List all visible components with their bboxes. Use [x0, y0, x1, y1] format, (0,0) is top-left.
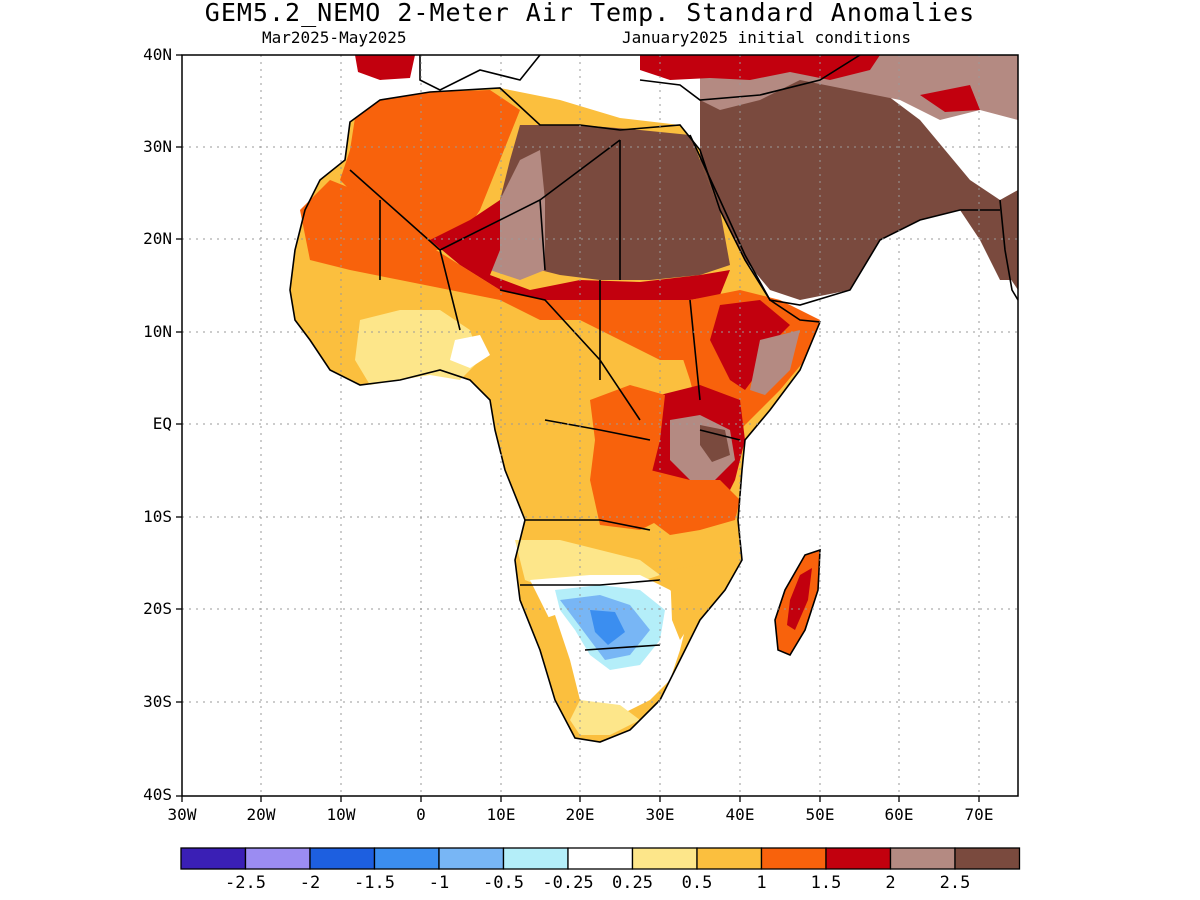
lat-label: 40N — [143, 45, 172, 64]
somalia-pink — [750, 330, 800, 395]
iran-red — [920, 85, 980, 112]
colorbar-swatch — [760, 847, 827, 870]
lat-label: 20N — [143, 229, 172, 248]
lon-label: 60E — [884, 805, 914, 824]
colorbar-tick-label: 2 — [885, 873, 896, 893]
colorbar-tick-label: 0.5 — [681, 873, 713, 893]
colorbar-tick-label: 1.5 — [810, 873, 842, 893]
lon-label: 20W — [246, 805, 276, 824]
mediterranean-coast — [419, 55, 861, 101]
lat-label: EQ — [152, 414, 172, 433]
sahara-brown — [500, 125, 730, 280]
ghana-white — [450, 335, 490, 368]
subtitle-init: January2025 initial conditions — [622, 28, 911, 47]
colorbar-tick-label: -2.5 — [225, 873, 266, 893]
axis-ticks — [176, 54, 980, 802]
lon-label: 40E — [725, 805, 755, 824]
colorbar-swatch — [244, 847, 311, 870]
lon-label: 20E — [565, 805, 595, 824]
colorbar-swatch — [954, 847, 1021, 870]
colorbar-tick-label: -1.5 — [354, 873, 395, 893]
colorbar-swatch — [180, 847, 247, 870]
colorbar-tick-label: -0.25 — [542, 873, 594, 893]
colorbar-tick-label: 1 — [756, 873, 767, 893]
country-border — [349, 139, 741, 651]
colorbar-swatch — [631, 847, 698, 870]
colorbar-swatch — [696, 847, 763, 870]
india-coastline — [999, 199, 1018, 301]
mozambique-yellow — [670, 565, 720, 640]
lat-label: 20S — [143, 599, 172, 618]
colorbar-swatch — [309, 847, 376, 870]
lon-label: 0 — [416, 805, 426, 824]
madagascar-red — [787, 568, 812, 630]
colorbar-swatch — [889, 847, 956, 870]
colorbar-tick-label: 2.5 — [939, 873, 971, 893]
anomaly-field — [290, 55, 1018, 742]
lat-label: 40S — [143, 785, 172, 804]
horn-red — [710, 300, 790, 390]
lon-label: 30W — [167, 805, 197, 824]
colorbar-swatch — [502, 847, 569, 870]
lon-label: 70E — [964, 805, 994, 824]
subtitle-period: Mar2025-May2025 — [262, 28, 407, 47]
tanzania-orange — [650, 470, 740, 535]
eastafrica-brown — [700, 425, 730, 462]
westafrica-yellow — [355, 310, 480, 385]
graticule — [182, 55, 1018, 796]
colorbar-swatch — [567, 847, 634, 870]
colorbar-tick-label: -2 — [299, 873, 321, 893]
lon-label: 10W — [326, 805, 356, 824]
sahel-orange — [300, 180, 740, 360]
europe-red — [355, 55, 415, 80]
colorbar-swatch — [438, 847, 505, 870]
plot-frame — [181, 54, 1019, 797]
lat-label: 10N — [143, 322, 172, 341]
lon-label: 10E — [486, 805, 516, 824]
coastlines — [289, 55, 1018, 743]
colorbar-swatch — [825, 847, 892, 870]
madagascar-coastline — [774, 548, 821, 657]
lat-label: 30S — [143, 692, 172, 711]
lat-label: 30N — [143, 137, 172, 156]
south-yellow-coast — [540, 615, 580, 700]
map-title: GEM5.2_NEMO 2-Meter Air Temp. Standard A… — [204, 0, 976, 27]
lon-label: 50E — [805, 805, 835, 824]
southern-blue-core — [590, 610, 625, 645]
mideast-red-band — [640, 55, 880, 80]
colorbar-tick-label: -1 — [428, 873, 450, 893]
colorbar-tick-label: -0.5 — [483, 873, 524, 893]
south-tip-yellow — [570, 700, 640, 735]
arabia-landmass — [700, 70, 1018, 300]
central-orange — [590, 385, 665, 530]
colorbar-swatch — [373, 847, 440, 870]
india-edge — [1000, 190, 1018, 290]
lon-label: 30E — [645, 805, 675, 824]
colorbar-tick-label: 0.25 — [612, 873, 653, 893]
africa-coastline — [289, 87, 822, 743]
arabia-coastline — [689, 134, 1000, 306]
lat-label: 10S — [143, 507, 172, 526]
colorbar — [180, 847, 1021, 870]
